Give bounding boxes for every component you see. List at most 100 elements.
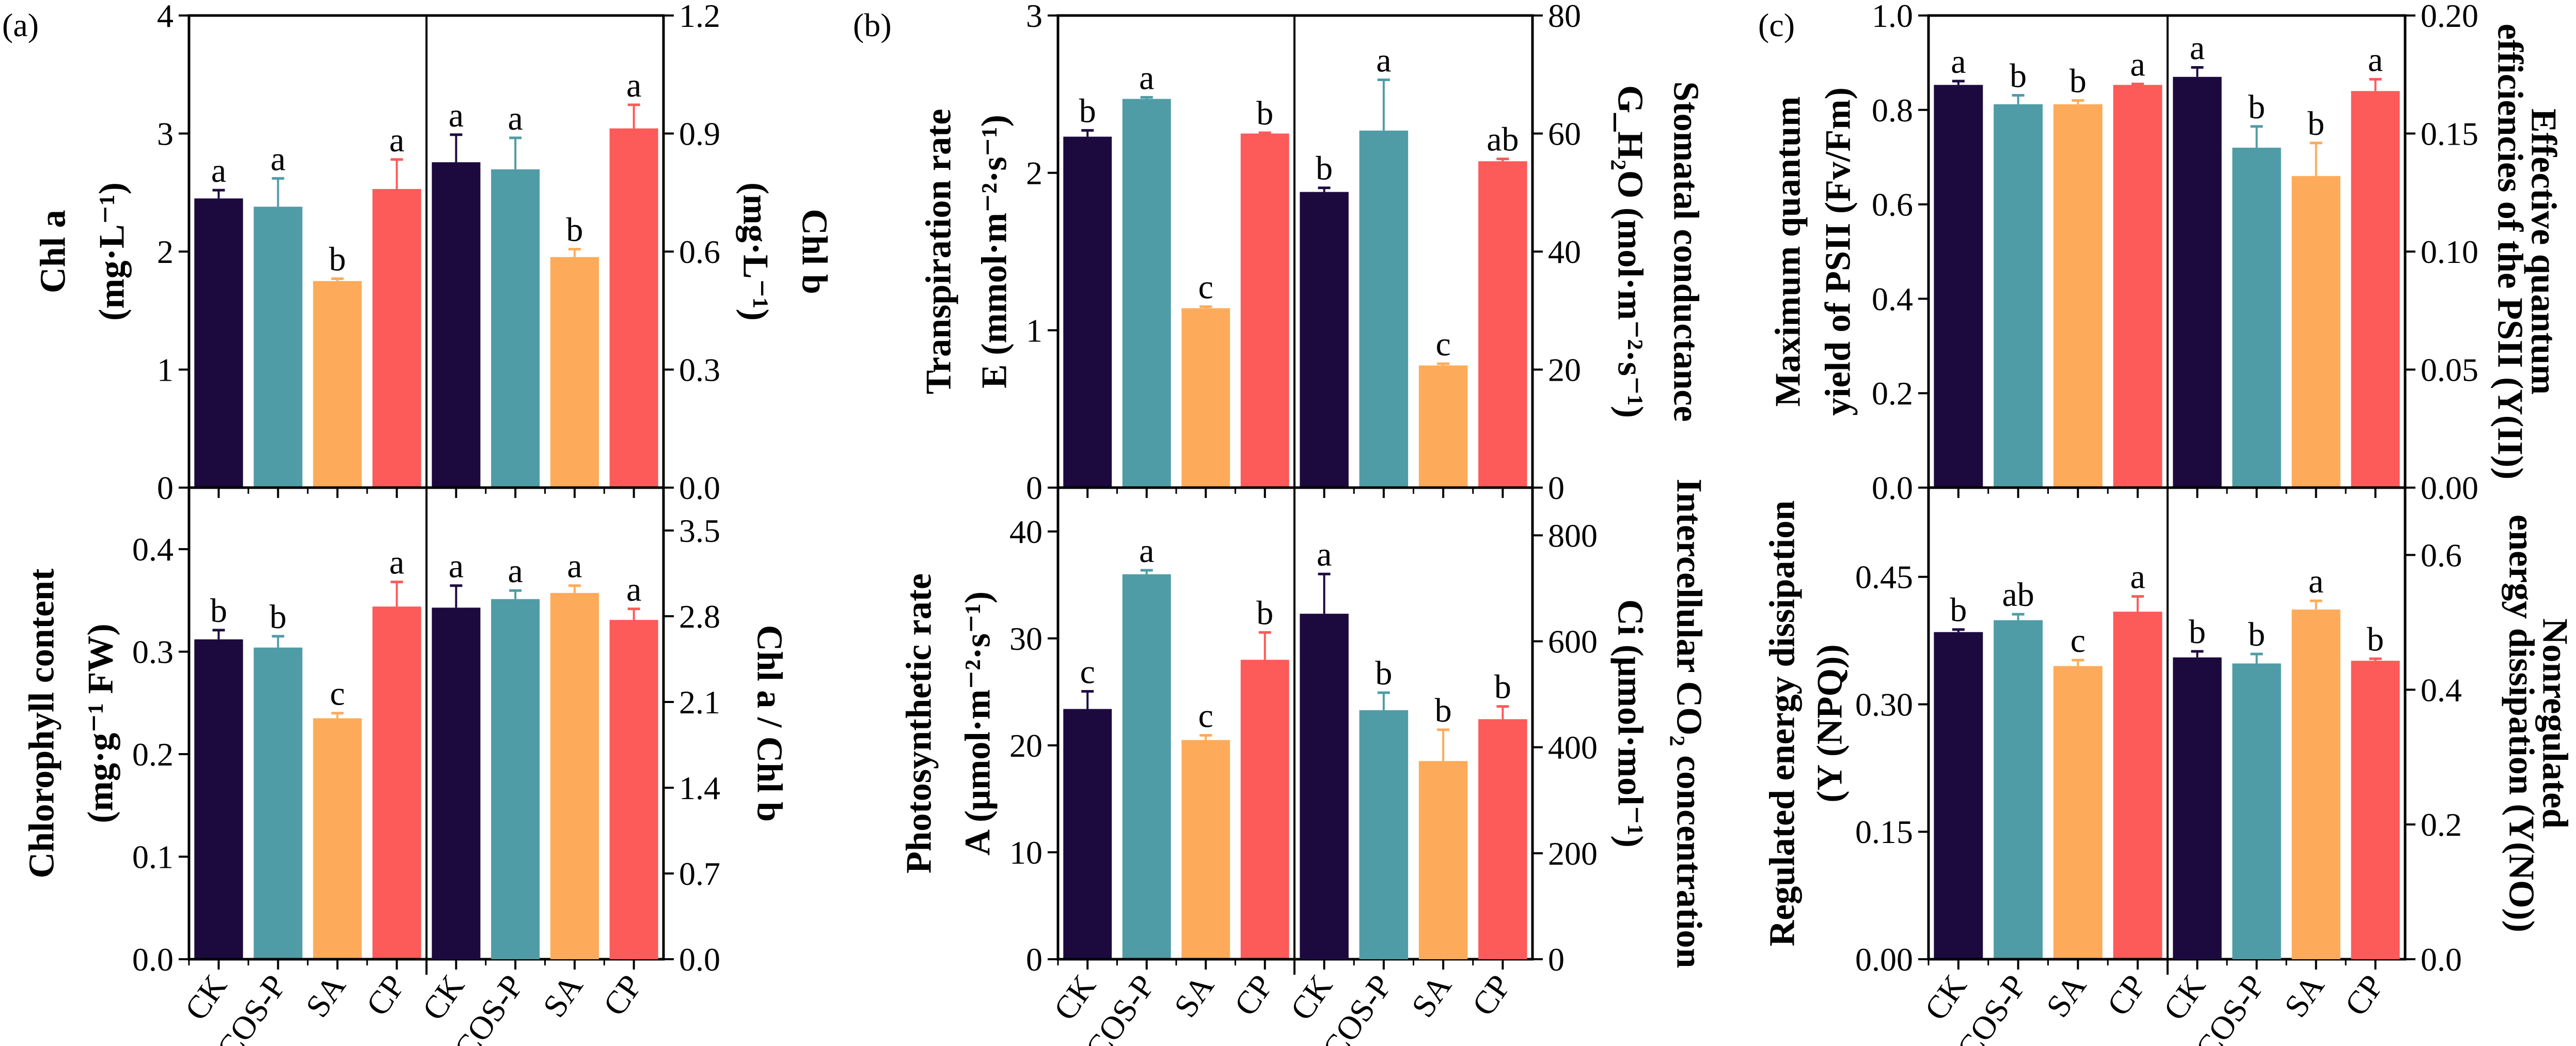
y-tick-label: 80: [1548, 0, 1581, 34]
y-axis-title: Maximum quantum: [1768, 97, 1808, 407]
subplot-a-top-left: a a b a 0 1 2 3 4 Chl a (mg·L⁻¹): [34, 0, 665, 506]
bar-cp: [609, 620, 658, 959]
significance-letter: a: [626, 571, 641, 608]
significance-letter: b: [1375, 654, 1392, 692]
significance-letter: c: [1435, 325, 1450, 363]
panel-label-a: (a): [2, 7, 39, 43]
significance-letter: a: [1376, 42, 1391, 80]
y-axis-title: yield of PSII (Fv/Fm): [1819, 87, 1858, 416]
y-tick-label: 0.00: [2421, 470, 2478, 506]
significance-letter: b: [329, 241, 346, 278]
y-tick-label: 0.8: [1872, 92, 1913, 129]
bar-cos-p: [1359, 130, 1409, 488]
bar-cp: [1478, 719, 1527, 959]
significance-letter: a: [1139, 59, 1154, 97]
significance-letter: a: [2309, 563, 2324, 600]
y-tick-label: 0.0: [679, 470, 720, 506]
y-tick-label: 0.10: [2421, 233, 2478, 270]
bar-ck: [1300, 192, 1349, 488]
y-tick-label: 1.0: [1872, 0, 1913, 34]
y-tick-label: 3: [1026, 0, 1042, 34]
y-tick-label: 40: [1009, 513, 1042, 550]
y-tick-label: 0.15: [2421, 116, 2478, 152]
significance-letter: a: [1951, 43, 1966, 81]
significance-letter: b: [1950, 591, 1967, 629]
y-tick-label: 0.4: [1872, 280, 1913, 317]
significance-letter: a: [271, 140, 286, 178]
y-tick-label: 2.8: [679, 598, 720, 635]
y-axis-title: efficiencies of the PSII (Y(II)): [2490, 24, 2530, 480]
y-tick-label: 0.0: [1872, 470, 1913, 506]
y-tick-label: 0.1: [132, 839, 173, 876]
y-tick-label: 30: [1009, 620, 1042, 657]
bar-ck: [1063, 136, 1112, 488]
y-tick-label: 0: [1026, 941, 1042, 978]
y-axis-title: Nonregulated: [2535, 618, 2575, 829]
subplot-c-top-right: a b b a 0.00 0.05 0.10 0.15 0.20 Effective quantu…: [2167, 0, 2564, 506]
bar-cos-p: [491, 169, 540, 488]
significance-letter: b: [566, 211, 583, 248]
y-axis-title: Chl a: [34, 210, 73, 293]
significance-letter: ab: [2002, 576, 2034, 614]
significance-letter: b: [2367, 620, 2384, 658]
significance-letter: c: [1198, 269, 1213, 306]
significance-letter: ab: [1487, 121, 1519, 159]
y-axis-title: Photosynthetic rate: [899, 573, 939, 873]
y-tick-label: 0: [1548, 470, 1564, 506]
y-tick-label: 2: [1026, 155, 1042, 192]
y-tick-label: 0.2: [1872, 375, 1913, 412]
y-tick-label: 4: [157, 0, 173, 34]
significance-letter: b: [2069, 63, 2087, 100]
bar-cp: [609, 128, 658, 488]
y-tick-label: 1.4: [679, 770, 720, 806]
significance-letter: b: [1316, 150, 1333, 188]
subplot-b-top-right: b a c ab 0 20 40 60 80 Stomatal conductance G_H₂O …: [1293, 0, 1706, 506]
significance-letter: a: [2130, 558, 2145, 596]
bar-cos-p: [1994, 620, 2043, 959]
y-tick-label: 2.1: [679, 684, 720, 721]
significance-letter: b: [1079, 92, 1096, 130]
y-tick-label: 0.6: [679, 233, 720, 270]
bar-cp: [372, 189, 421, 488]
bar-cos-p: [254, 647, 303, 959]
bar-sa: [2053, 104, 2103, 488]
y-axis-title: (mg·g⁻¹ FW): [81, 623, 121, 823]
y-tick-label: 0.15: [1855, 814, 1913, 850]
bar-ck: [1934, 632, 1983, 959]
y-tick-label: 60: [1548, 116, 1581, 152]
y-axis-title: (Y (NPQ)): [1810, 644, 1850, 802]
bar-ck: [1934, 85, 1983, 488]
y-axis-title: Transpiration rate: [919, 109, 959, 395]
significance-letter: a: [1139, 532, 1154, 570]
y-axis-title: Stomatal conductance: [1666, 81, 1706, 421]
bar-ck: [2173, 76, 2222, 488]
y-tick-label: 0.0: [132, 941, 173, 978]
y-tick-label: 0.00: [1855, 941, 1913, 978]
y-tick-label: 1.2: [679, 0, 720, 34]
y-tick-label: 1: [1026, 312, 1042, 349]
bar-cp: [2113, 612, 2162, 959]
bar-cos-p: [1122, 99, 1171, 488]
y-tick-label: 0.3: [132, 634, 173, 670]
y-axis-title: Ci (μmol·mol⁻¹): [1610, 599, 1650, 848]
bar-cp: [2113, 85, 2162, 488]
panel-label-b: (b): [853, 7, 892, 43]
significance-letter: b: [2248, 88, 2265, 126]
significance-letter: b: [270, 598, 287, 636]
bar-sa: [550, 592, 599, 959]
significance-letter: b: [1256, 95, 1273, 132]
y-axis-title: Intercellular CO₂ concentration: [1669, 479, 1709, 969]
y-tick-label: 0.30: [1855, 686, 1913, 723]
y-axis-title: G_H₂O (mol·m⁻²·s⁻¹): [1610, 85, 1650, 418]
significance-letter: a: [449, 97, 464, 134]
y-tick-label: 400: [1548, 729, 1598, 766]
y-tick-label: 0.7: [679, 855, 720, 892]
subplot-b-top-left: b a c b 0 1 2 3 Transpiration rate E (mmol·m⁻²·s⁻…: [919, 0, 1534, 506]
y-axis-title: energy dissipation (Y(NO)): [2502, 514, 2541, 932]
bar-sa: [313, 281, 362, 488]
bar-ck: [432, 162, 481, 488]
bar-cp: [372, 606, 421, 959]
y-tick-label: 0.4: [2421, 672, 2462, 708]
y-tick-label: 0: [1548, 941, 1564, 978]
